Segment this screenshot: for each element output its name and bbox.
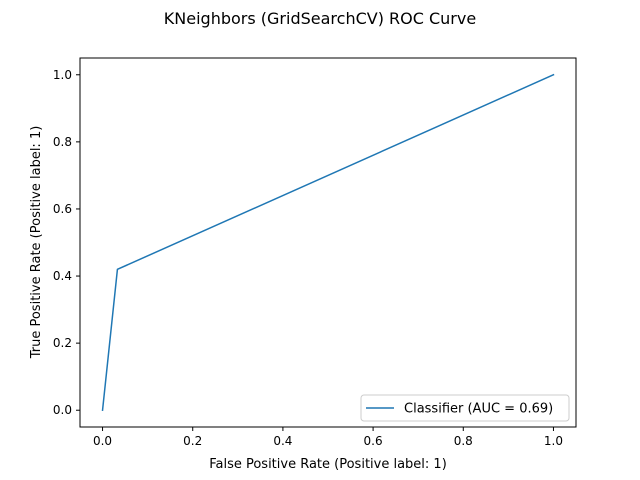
y-tick-label: 1.0	[53, 68, 72, 82]
y-tick-label: 0.6	[53, 202, 72, 216]
y-tick-label: 0.0	[53, 403, 72, 417]
chart-title: KNeighbors (GridSearchCV) ROC Curve	[164, 9, 476, 28]
y-tick-label: 0.8	[53, 135, 72, 149]
legend-box	[360, 394, 570, 422]
x-tick-label: 0.6	[364, 434, 383, 448]
x-axis-ticks: 0.0 0.2 0.4 0.6 0.8 1.0	[93, 427, 563, 448]
x-axis-label: False Positive Rate (Positive label: 1)	[209, 457, 447, 472]
series-layer	[101, 73, 555, 412]
x-tick-label: 0.2	[183, 434, 202, 448]
y-tick-label: 0.4	[53, 269, 72, 283]
legend-label-classifier: Classifier (AUC = 0.69)	[404, 402, 553, 417]
x-tick-label: 0.8	[454, 434, 473, 448]
x-tick-label: 0.4	[273, 434, 292, 448]
x-tick-label: 0.0	[93, 434, 112, 448]
x-tick-label: 1.0	[544, 434, 563, 448]
y-tick-label: 0.2	[53, 336, 72, 350]
y-axis-ticks: 0.0 0.2 0.4 0.6 0.8 1.0	[53, 68, 80, 417]
y-axis-label: True Positive Rate (Positive label: 1)	[29, 126, 44, 360]
plot-area	[80, 58, 576, 427]
legend: Classifier (AUC = 0.69)	[360, 394, 570, 422]
plot-frame	[79, 57, 577, 428]
roc-curve-line	[101, 73, 555, 412]
